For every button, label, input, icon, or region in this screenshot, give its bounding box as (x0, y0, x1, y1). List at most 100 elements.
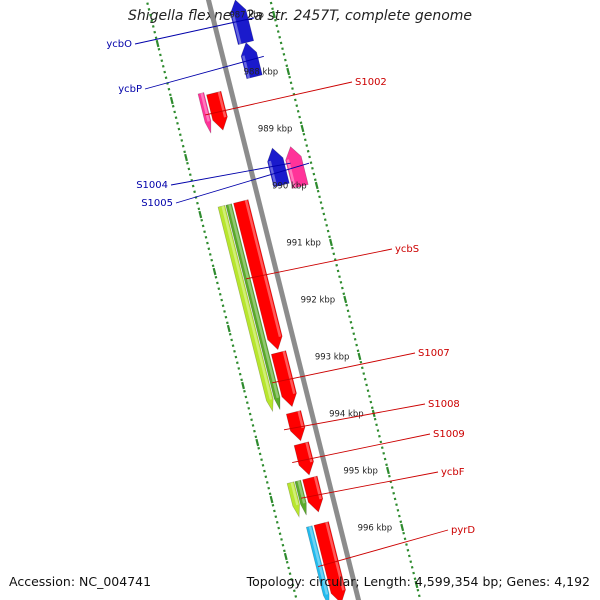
ruler-minor-tick (157, 47, 161, 51)
gene-label-S1009[interactable]: S1009 (433, 429, 465, 440)
ruler-minor-tick (287, 566, 290, 570)
ruler-minor-tick (248, 412, 252, 416)
gene-label-ycbO[interactable]: ycbO (106, 39, 132, 50)
gene-pyrD[interactable] (313, 521, 346, 600)
ruler-minor-tick (231, 344, 235, 347)
gene-arrow (270, 350, 297, 408)
ruler-minor-tick (308, 155, 311, 159)
ruler-minor-tick (319, 201, 323, 204)
ruler-minor-tick (380, 446, 384, 449)
ruler-minor-tick (291, 87, 294, 90)
gene-label-S1007[interactable]: S1007 (418, 348, 450, 359)
ruler-minor-tick (405, 543, 408, 546)
gene-leader-line (246, 248, 393, 280)
ruler-minor-tick (261, 464, 265, 467)
ruler-minor-tick (413, 577, 417, 581)
gene-feature[interactable] (217, 205, 274, 413)
gene-ycbF[interactable] (302, 475, 324, 513)
ruler-minor-tick (186, 161, 189, 165)
ruler-minor-tick (406, 548, 410, 552)
ruler-minor-tick (250, 418, 253, 422)
ruler-minor-tick (362, 372, 366, 375)
gene-arrow (230, 0, 255, 45)
genome-summary: Topology: circular; Length: 4,599,354 bp… (246, 574, 590, 589)
ruler-major-tick (169, 96, 174, 105)
ruler-minor-tick (247, 407, 251, 410)
ruler-minor-tick (331, 246, 334, 250)
gene-highlight (305, 442, 313, 463)
kbp-tick-label: 994 kbp (329, 409, 364, 419)
gene-highlight (221, 205, 273, 400)
gene-ycbO[interactable] (230, 0, 255, 45)
ruler-minor-tick (366, 389, 370, 392)
ruler-minor-tick (313, 178, 317, 182)
ruler-minor-tick (277, 526, 281, 530)
ruler-minor-tick (349, 320, 353, 324)
right-ruler (146, 2, 298, 598)
kbp-tick-label: 995 kbp (343, 466, 378, 476)
ruler-minor-tick (412, 571, 415, 575)
ruler-major-tick (184, 153, 188, 162)
gene-leader-line (175, 162, 310, 204)
ruler-minor-tick (417, 594, 421, 598)
ruler-minor-tick (188, 173, 192, 176)
ruler-minor-tick (375, 423, 378, 427)
gene-leader-line (144, 55, 264, 90)
gene-leader-line (301, 471, 439, 499)
gene-label-ycbS[interactable]: ycbS (395, 244, 419, 255)
gene-label-S1005[interactable]: S1005 (141, 198, 173, 209)
gene-feature[interactable] (305, 525, 330, 600)
ruler-minor-tick (276, 30, 280, 33)
ruler-minor-tick (211, 264, 215, 268)
ruler-minor-tick (237, 367, 241, 370)
ruler-minor-tick (228, 332, 232, 336)
ruler-minor-tick (161, 65, 165, 68)
gene-ycbP[interactable] (240, 42, 263, 80)
ruler-minor-tick (271, 503, 275, 507)
ruler-minor-tick (153, 30, 157, 34)
ruler-minor-tick (392, 491, 395, 495)
ruler-minor-tick (370, 406, 374, 410)
gene-feature[interactable] (286, 481, 300, 518)
ruler-major-tick (283, 552, 288, 561)
ruler-major-tick (386, 466, 390, 475)
ruler-minor-tick (282, 53, 286, 56)
ruler-minor-tick (238, 372, 242, 376)
ruler-major-tick (286, 67, 291, 76)
ruler-minor-tick (393, 497, 397, 501)
gene-ycbS[interactable] (233, 199, 283, 351)
gene-label-ycbF[interactable]: ycbF (441, 467, 465, 478)
ruler-minor-tick (281, 47, 284, 50)
gene-S1008[interactable] (285, 410, 306, 442)
ruler-major-tick (272, 10, 276, 19)
gene-feature[interactable] (225, 203, 281, 410)
gene-label-S1002[interactable]: S1002 (355, 77, 387, 88)
gene-arrow (305, 525, 330, 600)
gene-S1005[interactable] (285, 146, 309, 189)
ruler-minor-tick (147, 8, 151, 11)
gene-label-S1004[interactable]: S1004 (136, 180, 168, 191)
ruler-major-tick (198, 210, 203, 219)
ruler-minor-tick (183, 150, 186, 154)
ruler-minor-tick (193, 190, 196, 194)
ruler-minor-tick (278, 532, 282, 536)
ruler-major-tick (300, 124, 305, 133)
left-ruler (269, 1, 421, 598)
ruler-minor-tick (385, 463, 388, 467)
gene-highlight (282, 350, 296, 394)
gene-S1009[interactable] (293, 441, 314, 476)
gene-arrow (206, 90, 228, 131)
gene-label-ycbP[interactable]: ycbP (118, 84, 142, 95)
ruler-minor-tick (274, 515, 278, 518)
gene-highlight (244, 199, 282, 337)
gene-label-pyrD[interactable]: pyrD (451, 525, 475, 536)
gene-label-S1008[interactable]: S1008 (428, 399, 460, 410)
ruler-minor-tick (290, 578, 293, 581)
gene-S1007[interactable] (270, 350, 297, 408)
ruler-minor-tick (151, 25, 155, 28)
ruler-minor-tick (321, 206, 324, 210)
ruler-minor-tick (154, 36, 158, 40)
ruler-minor-tick (200, 218, 204, 222)
ruler-major-tick (241, 381, 245, 390)
ruler-layer (146, 1, 421, 598)
